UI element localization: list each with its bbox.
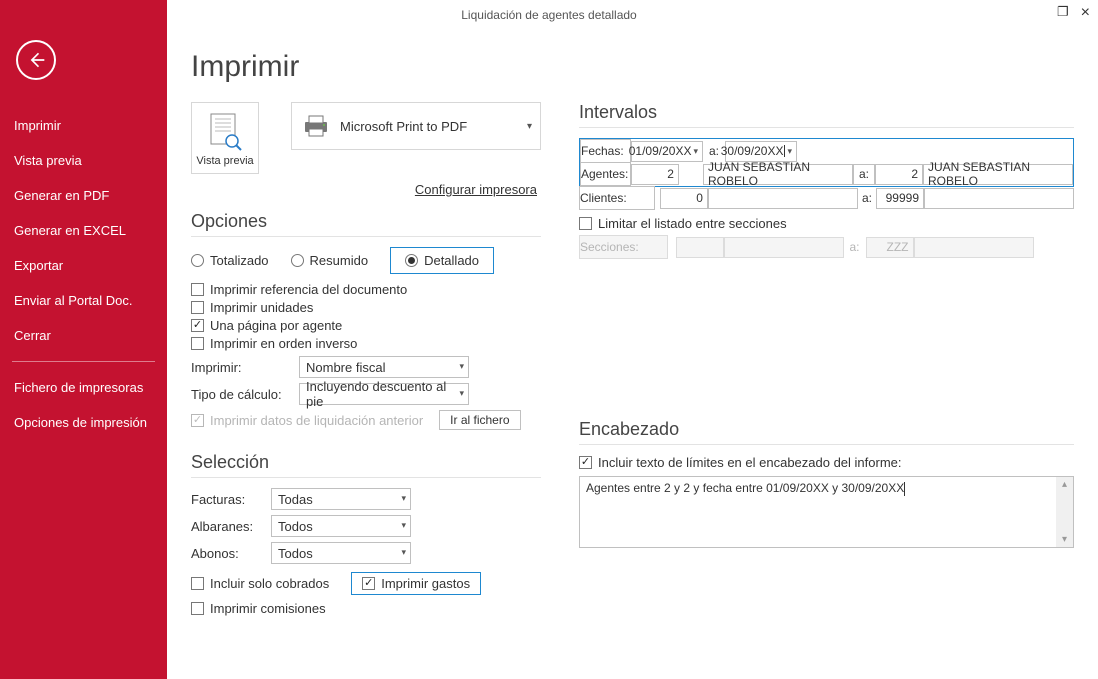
lbl-clientes: Clientes: <box>580 187 655 210</box>
lbl-a-4: a: <box>844 236 866 259</box>
select-albaranes[interactable]: Todos▾ <box>271 515 411 537</box>
lbl-secciones: Secciones: <box>580 236 668 259</box>
sidebar-item-generar-pdf[interactable]: Generar en PDF <box>0 178 167 213</box>
scrollbar[interactable]: ▴ ▾ <box>1056 477 1073 547</box>
chk-imprimir-comisiones[interactable]: Imprimir comisiones <box>191 601 541 616</box>
lbl-albaranes: Albaranes: <box>191 519 271 534</box>
text-seccion-to-name <box>914 237 1034 258</box>
lbl-a-2: a: <box>853 164 875 185</box>
sidebar-item-opciones-impresion[interactable]: Opciones de impresión <box>0 405 167 440</box>
input-fecha-to[interactable]: 30/09/20XX▾ <box>725 141 797 162</box>
input-fecha-from[interactable]: 01/09/20XX▾ <box>631 141 703 162</box>
text-agente-to-name: JUAN SEBASTIAN ROBELO <box>923 164 1073 185</box>
scroll-down-icon[interactable]: ▾ <box>1060 532 1069 547</box>
sidebar-item-enviar-portal[interactable]: Enviar al Portal Doc. <box>0 283 167 318</box>
chk-liquidacion-anterior: ✓Imprimir datos de liquidación anterior … <box>191 410 541 430</box>
btn-ir-fichero[interactable]: Ir al fichero <box>439 410 520 430</box>
vista-previa-button[interactable]: Vista previa <box>191 102 259 174</box>
radio-resumido[interactable]: Resumido <box>291 253 369 268</box>
scroll-up-icon[interactable]: ▴ <box>1060 477 1069 492</box>
input-cliente-from[interactable]: 0 <box>660 188 708 209</box>
sidebar-item-fichero-impresoras[interactable]: Fichero de impresoras <box>0 370 167 405</box>
lbl-a-3: a: <box>858 187 876 210</box>
printer-name: Microsoft Print to PDF <box>340 119 467 134</box>
sidebar-item-imprimir[interactable]: Imprimir <box>0 108 167 143</box>
sidebar-item-cerrar[interactable]: Cerrar <box>0 318 167 353</box>
page-title: Imprimir <box>191 50 1074 84</box>
lbl-facturas: Facturas: <box>191 492 271 507</box>
sidebar-divider <box>12 361 155 362</box>
chk-solo-cobrados[interactable]: Incluir solo cobrados <box>191 576 329 591</box>
input-agente-to-code[interactable]: 2 <box>875 164 923 185</box>
select-tipo-calculo[interactable]: Incluyendo descuento al pie▾ <box>299 383 469 405</box>
sidebar-item-vista-previa[interactable]: Vista previa <box>0 143 167 178</box>
radio-totalizado[interactable]: Totalizado <box>191 253 269 268</box>
text-agente-from-name: JUAN SEBASTIAN ROBELO <box>703 164 853 185</box>
text-cliente-to-name <box>924 188 1074 209</box>
printer-select[interactable]: Microsoft Print to PDF ▾ <box>291 102 541 150</box>
chk-imprimir-gastos[interactable]: ✓Imprimir gastos <box>351 572 481 595</box>
chk-referencia[interactable]: Imprimir referencia del documento <box>191 282 541 297</box>
lbl-tipo-calculo: Tipo de cálculo: <box>191 387 299 402</box>
caret-down-icon: ▾ <box>527 121 532 132</box>
intervalos-heading: Intervalos <box>579 102 1074 128</box>
select-facturas[interactable]: Todas▾ <box>271 488 411 510</box>
sidebar-item-generar-excel[interactable]: Generar en EXCEL <box>0 213 167 248</box>
input-cliente-to[interactable]: 99999 <box>876 188 924 209</box>
configurar-impresora-link[interactable]: Configurar impresora <box>191 182 537 197</box>
input-seccion-from-code <box>676 237 724 258</box>
encabezado-heading: Encabezado <box>579 419 1074 445</box>
sidebar-item-exportar[interactable]: Exportar <box>0 248 167 283</box>
printer-icon <box>302 114 330 138</box>
chk-orden-inverso[interactable]: Imprimir en orden inverso <box>191 336 541 351</box>
radio-detallado[interactable]: Detallado <box>390 247 494 274</box>
sidebar: Imprimir Vista previa Generar en PDF Gen… <box>0 0 167 679</box>
textarea-encabezado[interactable]: Agentes entre 2 y 2 y fecha entre 01/09/… <box>579 476 1074 548</box>
vista-previa-label: Vista previa <box>196 155 253 167</box>
close-icon[interactable]: × <box>1081 4 1090 22</box>
chk-limitar-secciones[interactable]: Limitar el listado entre secciones <box>579 216 1074 231</box>
text-cliente-from-name <box>708 188 858 209</box>
maximize-icon[interactable]: ❐ <box>1057 4 1069 22</box>
opciones-heading: Opciones <box>191 211 541 237</box>
input-agente-from-code[interactable]: 2 <box>631 164 679 185</box>
lbl-fechas: Fechas: <box>581 140 631 163</box>
lbl-agentes: Agentes: <box>581 163 631 186</box>
back-button[interactable] <box>16 40 56 80</box>
lbl-abonos: Abonos: <box>191 546 271 561</box>
window-title: Liquidación de agentes detallado <box>461 8 636 22</box>
select-abonos[interactable]: Todos▾ <box>271 542 411 564</box>
text-seccion-from-name <box>724 237 844 258</box>
lbl-imprimir: Imprimir: <box>191 360 299 375</box>
document-preview-icon <box>208 113 242 151</box>
chk-pagina-agente[interactable]: ✓Una página por agente <box>191 318 541 333</box>
seleccion-heading: Selección <box>191 452 541 478</box>
input-seccion-to-code: ZZZ <box>866 237 914 258</box>
select-imprimir[interactable]: Nombre fiscal▾ <box>299 356 469 378</box>
chk-unidades[interactable]: Imprimir unidades <box>191 300 541 315</box>
main-panel: Imprimir Vista previa <box>167 30 1098 679</box>
chk-incluir-texto-limites[interactable]: ✓Incluir texto de límites en el encabeza… <box>579 455 1074 470</box>
